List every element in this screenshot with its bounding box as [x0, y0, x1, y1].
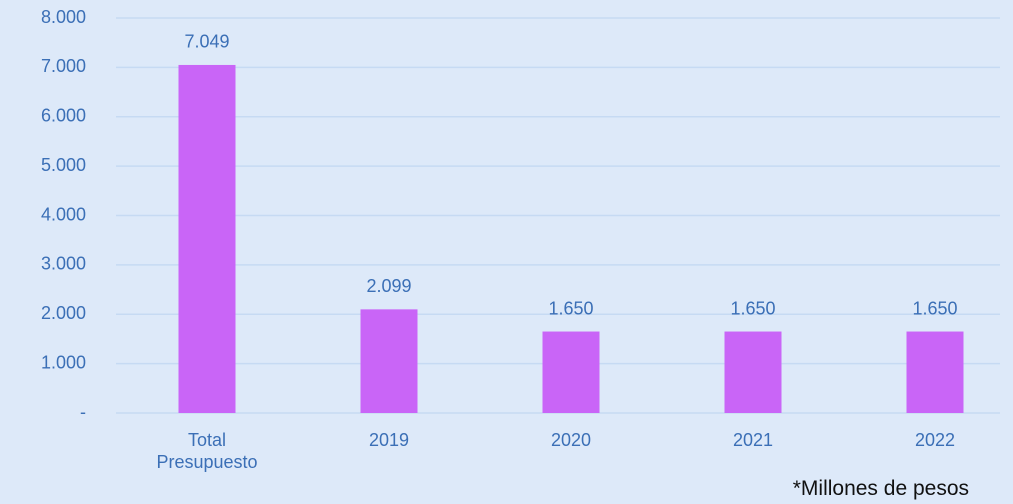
- y-tick-label: 3.000: [41, 254, 86, 274]
- value-label: 1.650: [730, 298, 775, 318]
- x-tick-label: 2019: [368, 430, 410, 450]
- annotation: *Millones de pesos: [792, 477, 969, 500]
- y-tick-label: 4.000: [41, 204, 86, 224]
- y-tick-label: 1.000: [41, 352, 86, 372]
- value-label: 1.650: [912, 298, 957, 318]
- y-tick-label: 8.000: [41, 7, 86, 27]
- value-label: 2.099: [366, 276, 411, 296]
- x-tick-label: 2020: [550, 430, 592, 450]
- value-label: 1.650: [548, 298, 593, 318]
- y-tick-label: 7.000: [41, 56, 86, 76]
- x-tick-label: 2022: [914, 430, 956, 450]
- value-label: 7.049: [184, 32, 229, 52]
- bar: [724, 331, 782, 413]
- bar: [360, 309, 418, 413]
- bar: [178, 64, 236, 413]
- x-tick-label: Total Presupuesto: [156, 430, 258, 472]
- y-tick-label: -: [80, 402, 86, 422]
- y-tick-label: 2.000: [41, 303, 86, 323]
- bar: [906, 331, 964, 413]
- y-tick-label: 6.000: [41, 106, 86, 126]
- bar: [542, 331, 600, 413]
- x-tick-label: 2021: [732, 430, 774, 450]
- y-tick-label: 5.000: [41, 155, 86, 175]
